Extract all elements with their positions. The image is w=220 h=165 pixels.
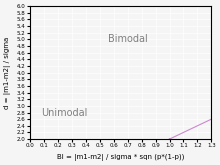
X-axis label: BI = |m1-m2| / sigma * sqn (p*(1-p)): BI = |m1-m2| / sigma * sqn (p*(1-p)) <box>57 154 184 161</box>
Text: Bimodal: Bimodal <box>108 34 147 44</box>
Y-axis label: d = |m1-m2| / sigma: d = |m1-m2| / sigma <box>4 36 11 109</box>
Text: Unimodal: Unimodal <box>41 108 88 117</box>
